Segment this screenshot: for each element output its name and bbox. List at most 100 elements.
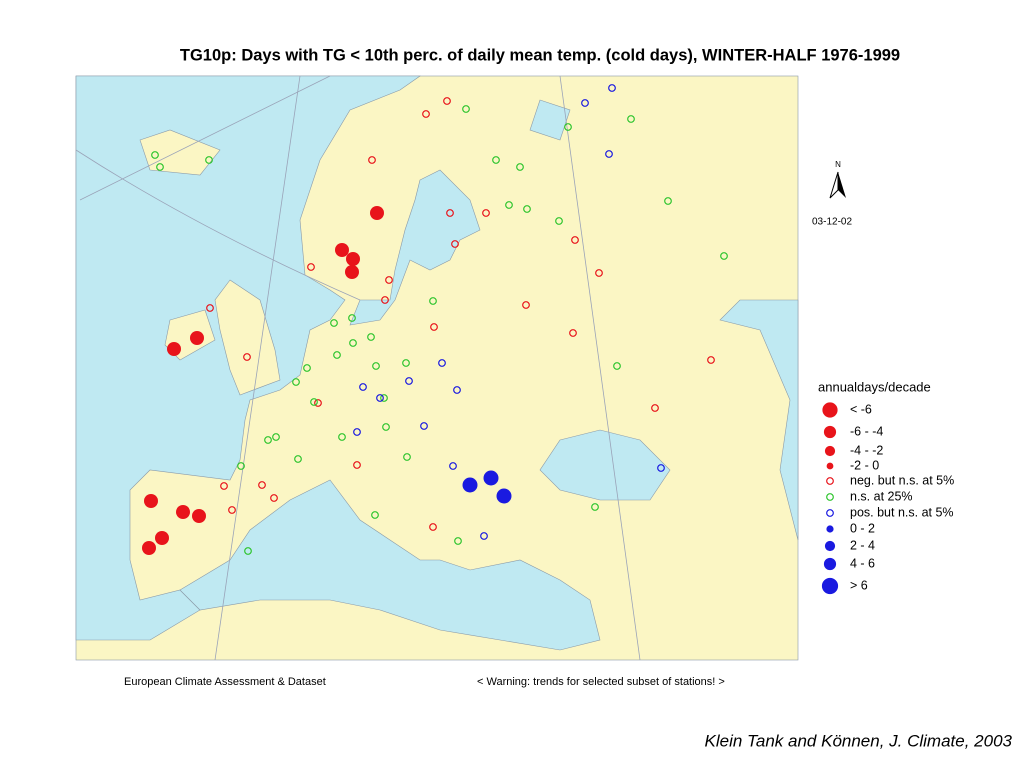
station [451, 240, 459, 248]
legend-symbol [826, 462, 834, 470]
legend-symbol [823, 557, 837, 571]
station [429, 523, 437, 531]
station [370, 206, 384, 220]
station [595, 269, 603, 277]
station [244, 547, 252, 555]
station [264, 436, 272, 444]
station [422, 110, 430, 118]
legend-label: > 6 [850, 578, 868, 592]
station [449, 462, 457, 470]
station [368, 156, 376, 164]
legend-label: 2 - 4 [850, 538, 875, 552]
station [192, 509, 206, 523]
station [205, 156, 213, 164]
station [335, 243, 349, 257]
station [403, 453, 411, 461]
footer-right: < Warning: trends for selected subset of… [477, 676, 725, 688]
station [376, 394, 384, 402]
station [454, 537, 462, 545]
station [707, 356, 715, 364]
station [380, 394, 388, 402]
station [176, 505, 190, 519]
legend-label: -2 - 0 [850, 458, 879, 472]
station [505, 201, 513, 209]
station [492, 156, 500, 164]
north-arrow [829, 171, 839, 199]
station [272, 433, 280, 441]
station [581, 99, 589, 107]
station [190, 331, 204, 345]
legend-symbol [821, 577, 839, 595]
legend-label: neg. but n.s. at 5% [850, 473, 954, 487]
station [258, 481, 266, 489]
legend-symbol [822, 402, 838, 418]
station [430, 323, 438, 331]
footer-left: European Climate Assessment & Dataset [124, 676, 326, 688]
station [228, 506, 236, 514]
map-title: TG10p: Days with TG < 10th perc. of dail… [180, 46, 900, 64]
station [564, 123, 572, 131]
station [482, 209, 490, 217]
legend-symbol [824, 445, 836, 457]
legend-label: pos. but n.s. at 5% [850, 505, 954, 519]
station [371, 511, 379, 519]
station [523, 205, 531, 213]
station [443, 97, 451, 105]
station [243, 353, 251, 361]
station [367, 333, 375, 341]
station [613, 362, 621, 370]
station [333, 351, 341, 359]
station [294, 455, 302, 463]
legend-label: 0 - 2 [850, 521, 875, 535]
legend-symbol [826, 477, 834, 485]
station [462, 105, 470, 113]
baltic-sea [349, 169, 481, 326]
caspian-sea [719, 299, 799, 541]
legend-label: < -6 [850, 402, 872, 416]
graticule [75, 75, 641, 661]
map [75, 75, 799, 661]
station [220, 482, 228, 490]
station [338, 433, 346, 441]
station [483, 470, 499, 486]
station [310, 398, 318, 406]
station [605, 150, 613, 158]
station [345, 265, 359, 279]
station [651, 404, 659, 412]
station [664, 197, 672, 205]
station [516, 163, 524, 171]
station [346, 252, 360, 266]
station [627, 115, 635, 123]
station [453, 386, 461, 394]
station [402, 359, 410, 367]
station [446, 209, 454, 217]
station [385, 276, 393, 284]
station [142, 541, 156, 555]
black-sea [539, 429, 671, 501]
station [303, 364, 311, 372]
station [571, 236, 579, 244]
legend-label: n.s. at 25% [850, 489, 913, 503]
station [405, 377, 413, 385]
station [720, 252, 728, 260]
white-sea [529, 99, 571, 141]
station [144, 494, 158, 508]
station [480, 532, 488, 540]
station [382, 423, 390, 431]
legend-symbol [826, 493, 834, 501]
station [569, 329, 577, 337]
station [657, 464, 665, 472]
station [522, 301, 530, 309]
station [353, 461, 361, 469]
legend-label: -4 - -2 [850, 443, 883, 457]
station [348, 314, 356, 322]
station [237, 462, 245, 470]
legend-symbol [826, 525, 834, 533]
north-arrow-dark [838, 172, 846, 198]
north-label: N [835, 160, 841, 169]
station [314, 399, 322, 407]
station [167, 342, 181, 356]
station [330, 319, 338, 327]
legend-symbol [826, 509, 834, 517]
